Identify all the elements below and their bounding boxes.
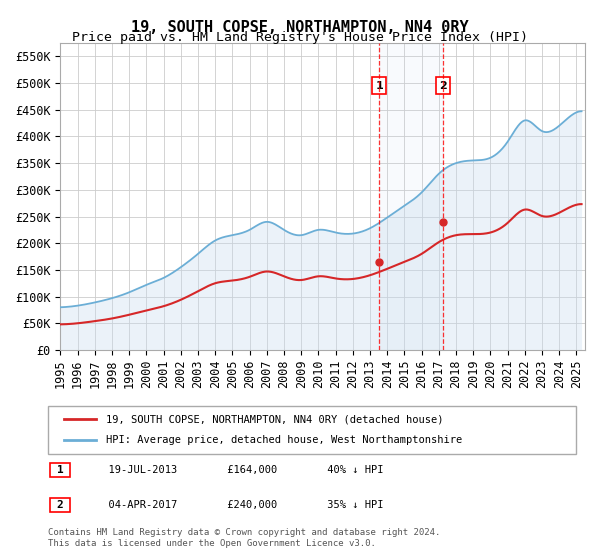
Text: 1: 1 xyxy=(56,465,64,475)
Bar xyxy=(379,43,443,350)
FancyBboxPatch shape xyxy=(48,406,576,454)
Text: 2: 2 xyxy=(439,81,447,91)
Text: HPI: Average price, detached house, West Northamptonshire: HPI: Average price, detached house, West… xyxy=(106,435,463,445)
Text: 19, SOUTH COPSE, NORTHAMPTON, NN4 0RY: 19, SOUTH COPSE, NORTHAMPTON, NN4 0RY xyxy=(131,20,469,35)
FancyBboxPatch shape xyxy=(50,498,70,512)
Text: 2: 2 xyxy=(56,500,64,510)
Text: 19, SOUTH COPSE, NORTHAMPTON, NN4 0RY (detached house): 19, SOUTH COPSE, NORTHAMPTON, NN4 0RY (d… xyxy=(106,414,443,424)
Text: 19-JUL-2013        £164,000        40% ↓ HPI: 19-JUL-2013 £164,000 40% ↓ HPI xyxy=(96,465,383,475)
Text: 04-APR-2017        £240,000        35% ↓ HPI: 04-APR-2017 £240,000 35% ↓ HPI xyxy=(96,500,383,510)
FancyBboxPatch shape xyxy=(50,463,70,477)
Text: Contains HM Land Registry data © Crown copyright and database right 2024.
This d: Contains HM Land Registry data © Crown c… xyxy=(48,528,440,548)
Text: 1: 1 xyxy=(376,81,383,91)
Text: Price paid vs. HM Land Registry's House Price Index (HPI): Price paid vs. HM Land Registry's House … xyxy=(72,31,528,44)
